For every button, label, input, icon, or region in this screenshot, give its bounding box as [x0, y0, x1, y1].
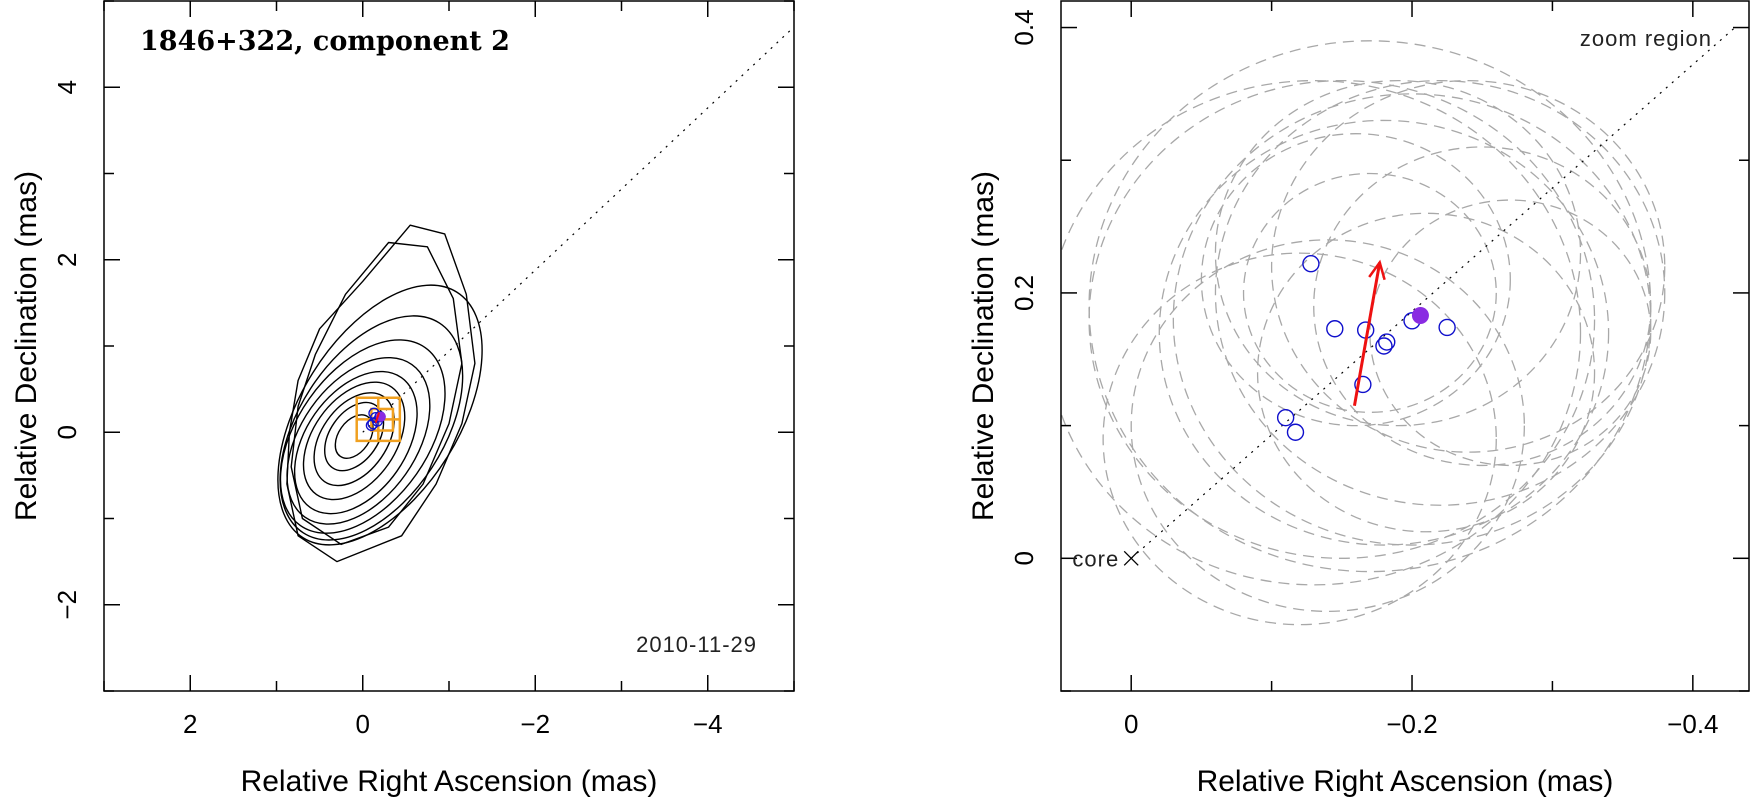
y-tick-label: −2 — [52, 590, 82, 620]
error-circle — [1088, 79, 1596, 559]
y-axis-label: Relative Declination (mas) — [967, 171, 1000, 521]
contour — [279, 315, 464, 541]
x-tick-label: −0.2 — [1386, 709, 1437, 739]
error-circle — [1214, 79, 1582, 427]
x-tick-label: −4 — [693, 709, 723, 739]
error-circle — [1313, 146, 1652, 467]
error-circle — [1200, 133, 1511, 427]
x-tick-label: −0.4 — [1667, 709, 1718, 739]
error-circle — [1369, 199, 1652, 467]
error-circle — [1242, 172, 1497, 413]
component-position — [1302, 255, 1320, 273]
contour — [279, 339, 446, 534]
contour — [293, 370, 418, 515]
core-marker — [1123, 550, 1139, 566]
y-tick-label: 4 — [52, 80, 82, 94]
contour — [277, 284, 483, 546]
x-tick-label: −2 — [520, 709, 550, 739]
plot-frame — [103, 0, 795, 692]
zoom-region-label: zoom region — [1580, 26, 1712, 51]
motion-arrow — [374, 412, 381, 424]
panel-left: 2 0 −2 −4 −2 0 2 4 Relative Right Ascension (mas… — [10, 0, 795, 798]
component-position — [1286, 423, 1305, 441]
plot-frame — [1060, 0, 1750, 692]
x-axis-label: Relative Right Ascension (mas) — [241, 765, 658, 798]
x-axis-label: Relative Right Ascension (mas) — [1197, 765, 1614, 798]
contour — [286, 356, 431, 525]
motion-arrow — [1352, 262, 1382, 406]
x-tick-label: 2 — [183, 709, 197, 739]
core-label: core — [1072, 546, 1119, 571]
error-circle — [1270, 79, 1666, 453]
error-circle — [1172, 93, 1652, 546]
contour — [324, 401, 385, 472]
component-position — [1354, 375, 1372, 394]
component-position — [1276, 408, 1295, 427]
epoch-date: 2010-11-29 — [636, 632, 757, 657]
panel-right: 0 −0.2 −0.4 0 0.2 0.4 Relative Right Ascension… — [967, 0, 1750, 798]
contour — [313, 392, 395, 487]
y-axis-label: Relative Declination (mas) — [10, 171, 43, 521]
plot-area — [1061, 27, 1736, 626]
component-position — [365, 419, 378, 432]
component-position — [1378, 333, 1396, 351]
error-circle — [1256, 212, 1596, 533]
y-tick-label: 0 — [52, 425, 82, 439]
y-tick-label: 0.4 — [1009, 9, 1039, 45]
y-tick-label: 0.2 — [1009, 275, 1039, 311]
error-circle — [1214, 79, 1666, 506]
filled-position — [1411, 306, 1429, 324]
error-circle — [1061, 80, 1582, 586]
y-tick-label: 2 — [52, 253, 82, 267]
component-position — [1438, 318, 1456, 337]
x-tick-label: 0 — [1124, 709, 1138, 739]
component-position — [1326, 320, 1344, 338]
x-tick-label: 0 — [356, 709, 370, 739]
motion-arrow-head — [1368, 259, 1386, 281]
error-circle — [1130, 239, 1525, 613]
error-circle — [1158, 119, 1610, 546]
y-tick-label: 0 — [1009, 551, 1039, 565]
component-position — [1375, 337, 1393, 355]
plot-area — [277, 26, 794, 563]
contour — [334, 414, 374, 459]
jet-axis-line — [1130, 27, 1736, 559]
contour — [302, 381, 406, 501]
chart-title: 1846+322, component 2 — [140, 26, 510, 57]
error-circle — [1102, 252, 1497, 626]
